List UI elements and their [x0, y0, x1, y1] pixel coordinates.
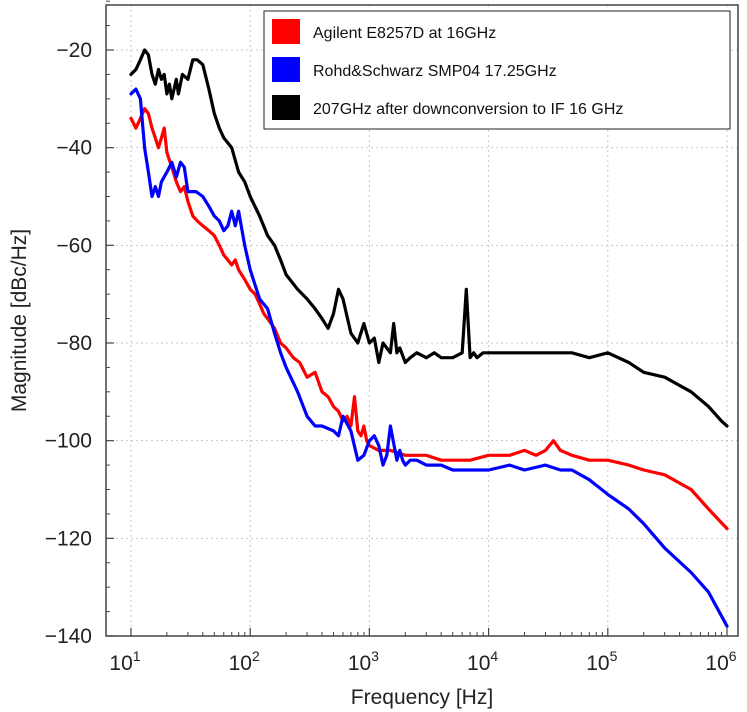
- legend-swatch: [272, 95, 300, 120]
- plot-area: [129, 48, 729, 628]
- legend-entry: Agilent E8257D at 16GHz: [313, 25, 496, 42]
- x-tick-label: 101: [109, 648, 140, 675]
- x-tick-exponent: 5: [610, 648, 618, 664]
- x-tick-exponent: 4: [490, 648, 498, 664]
- y-axis-ticks: −20 −40 −60 −80 −100 −120 −140: [45, 0, 114, 648]
- x-axis-label: Frequency [Hz]: [351, 686, 493, 709]
- x-tick-exponent: 3: [371, 648, 379, 664]
- plot-frame: [105, 4, 739, 637]
- x-tick-base: 10: [229, 652, 252, 675]
- x-tick-exponent: 6: [729, 648, 737, 664]
- y-tick-label: −20: [56, 39, 92, 62]
- legend-box: [263, 10, 731, 130]
- series-line-1: [129, 106, 729, 531]
- x-tick-label: 105: [586, 648, 617, 675]
- legend: Agilent E8257D at 16GHz Rohd&Schwarz SMP0…: [263, 10, 731, 130]
- x-tick-exponent: 1: [133, 648, 141, 664]
- legend-entry: 207GHz after downconversion to IF 16 GHz: [313, 101, 623, 118]
- x-tick-base: 10: [705, 652, 728, 675]
- y-tick-label: −120: [45, 527, 92, 550]
- y-tick-label: −40: [56, 137, 92, 160]
- x-tick-label: 106: [705, 648, 736, 675]
- y-axis-label: Magnitude [dBc/Hz]: [8, 229, 31, 412]
- y-tick-label: −80: [56, 332, 92, 355]
- x-tick-base: 10: [348, 652, 371, 675]
- x-tick-base: 10: [109, 652, 132, 675]
- series-line-2: [129, 87, 729, 628]
- legend-swatch: [272, 57, 300, 82]
- x-tick-label: 102: [229, 648, 260, 675]
- x-tick-exponent: 2: [252, 648, 260, 664]
- legend-entry: Rohd&Schwarz SMP04 17.25GHz: [313, 63, 557, 80]
- x-tick-label: 104: [467, 648, 498, 675]
- x-tick-base: 10: [467, 652, 490, 675]
- x-axis-ticks: 101 102 103 104 105 106: [109, 628, 737, 675]
- y-tick-label: −60: [56, 234, 92, 257]
- series-line-3: [129, 48, 729, 428]
- x-tick-base: 10: [586, 652, 609, 675]
- y-tick-label: −140: [45, 625, 92, 648]
- legend-swatch: [272, 19, 300, 44]
- x-tick-label: 103: [348, 648, 379, 675]
- y-tick-label: −100: [45, 430, 92, 453]
